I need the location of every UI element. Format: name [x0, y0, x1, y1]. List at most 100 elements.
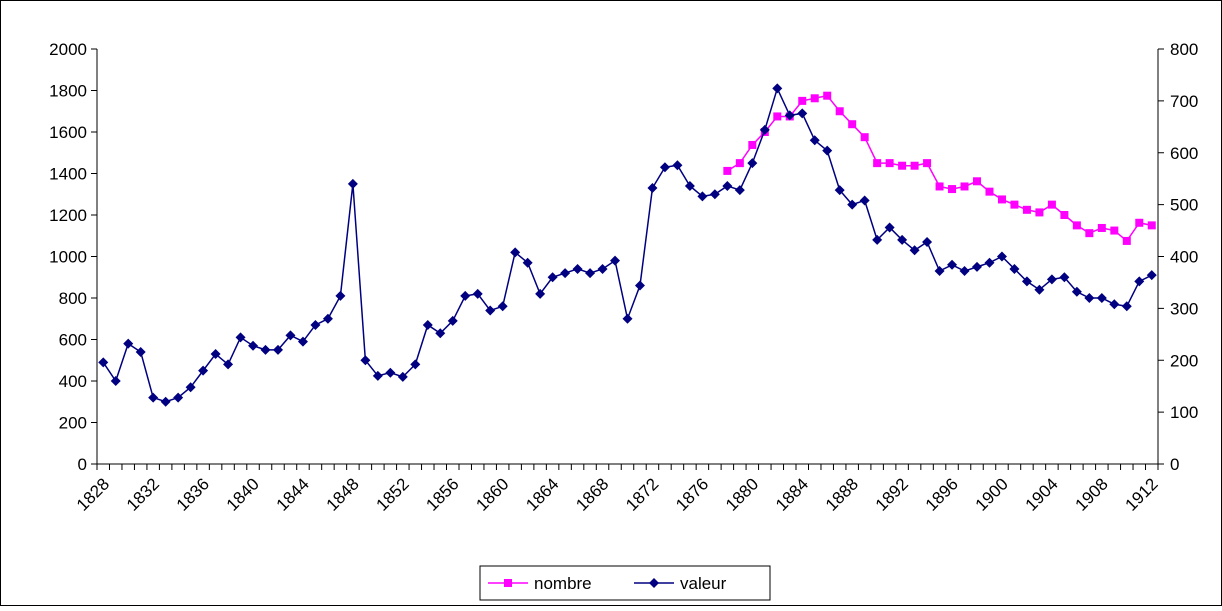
legend-box [479, 565, 771, 601]
marker [1146, 270, 1157, 281]
y-tick-label: 1800 [49, 82, 87, 101]
marker [585, 268, 596, 279]
marker [847, 199, 858, 210]
marker [372, 370, 383, 381]
marker [959, 266, 970, 277]
marker [335, 290, 346, 301]
marker [996, 251, 1007, 262]
marker [1097, 223, 1106, 232]
y2-tick-label: 300 [1170, 299, 1198, 318]
marker [385, 367, 396, 378]
marker [723, 166, 732, 175]
marker [1059, 272, 1070, 283]
marker [722, 180, 733, 191]
y2-tick-label: 700 [1170, 92, 1198, 111]
marker [285, 330, 296, 341]
marker [504, 579, 512, 587]
y-tick-label: 200 [59, 414, 87, 433]
marker [522, 257, 533, 268]
y-tick-label: 600 [59, 331, 87, 350]
y2-tick-label: 100 [1170, 403, 1198, 422]
marker [649, 578, 659, 588]
y-tick-label: 1000 [49, 248, 87, 267]
marker [223, 359, 234, 370]
marker [235, 332, 246, 343]
marker [985, 187, 994, 196]
marker [1147, 221, 1156, 230]
y2-tick-label: 400 [1170, 248, 1198, 267]
marker [1010, 200, 1019, 209]
marker [885, 159, 894, 168]
marker [148, 392, 159, 403]
y-tick-label: 1600 [49, 123, 87, 142]
marker [797, 108, 808, 119]
marker [848, 120, 857, 129]
marker [823, 91, 832, 100]
marker [923, 159, 932, 168]
marker [1122, 236, 1131, 245]
marker [485, 305, 496, 316]
marker [410, 359, 421, 370]
marker [934, 266, 945, 277]
marker [360, 355, 371, 366]
legend: nombre valeur [479, 565, 771, 601]
y2-tick-label: 500 [1170, 196, 1198, 215]
marker [597, 263, 608, 274]
marker [734, 185, 745, 196]
marker [1085, 229, 1094, 238]
marker [772, 83, 783, 94]
marker [873, 159, 882, 168]
marker [859, 195, 870, 206]
marker [684, 180, 695, 191]
marker [834, 185, 845, 196]
marker [748, 140, 757, 149]
marker [935, 182, 944, 191]
marker [973, 177, 982, 186]
marker [560, 268, 571, 279]
marker [1071, 286, 1082, 297]
marker [1034, 284, 1045, 295]
marker [1096, 293, 1107, 303]
marker [198, 365, 209, 376]
marker [922, 236, 933, 247]
marker [1035, 208, 1044, 217]
marker [185, 382, 196, 393]
marker [397, 371, 408, 382]
marker [810, 94, 819, 103]
marker [248, 340, 259, 351]
marker [1110, 226, 1119, 235]
marker [672, 160, 683, 171]
marker [1047, 200, 1056, 209]
legend-label: valeur [680, 574, 727, 593]
marker [98, 357, 109, 368]
marker [173, 392, 184, 403]
marker [310, 319, 321, 330]
marker [447, 315, 458, 326]
y-tick-label: 400 [59, 372, 87, 391]
marker [1046, 274, 1057, 285]
marker [884, 222, 895, 233]
y-tick-label: 800 [59, 289, 87, 308]
marker [972, 261, 983, 272]
marker [610, 255, 621, 266]
y-tick-label: 1200 [49, 206, 87, 225]
marker [1009, 263, 1020, 274]
marker [1134, 276, 1145, 287]
marker [759, 124, 770, 135]
marker [659, 162, 670, 173]
marker [947, 259, 958, 270]
marker [910, 161, 919, 170]
marker [110, 376, 121, 386]
marker [1135, 218, 1144, 227]
y2-tick-label: 200 [1170, 351, 1198, 370]
marker [697, 191, 708, 202]
y-tick-label: 0 [78, 455, 87, 474]
marker [872, 234, 883, 245]
y2-tick-label: 0 [1170, 455, 1179, 474]
marker [135, 346, 146, 357]
marker [1072, 221, 1081, 230]
marker [984, 257, 995, 268]
marker [897, 234, 908, 245]
marker [747, 158, 758, 169]
